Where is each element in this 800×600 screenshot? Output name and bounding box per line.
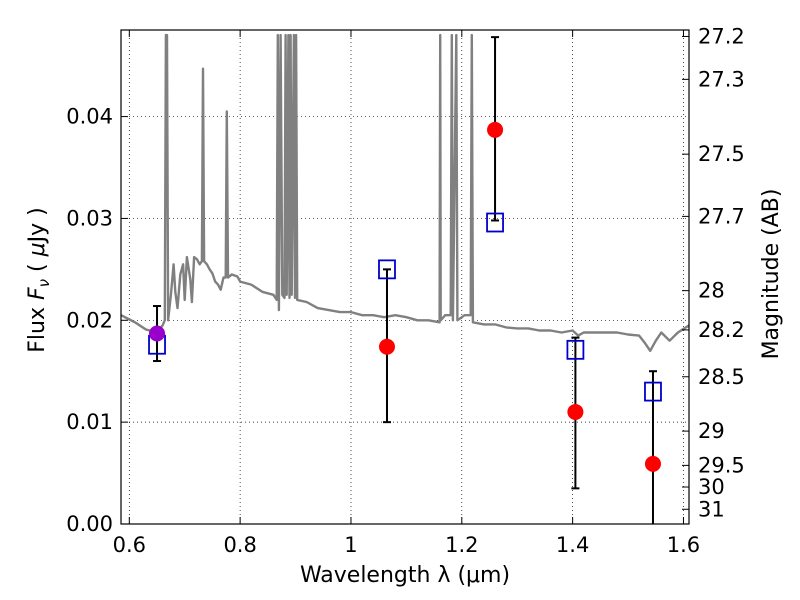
magnitude-tick-label: 27.3 — [698, 67, 745, 91]
observed-flux-point — [487, 121, 504, 138]
magnitude-tick-label: 27.2 — [698, 24, 745, 48]
magnitude-tick-label: 30 — [698, 475, 725, 499]
magnitude-tick-label: 27.5 — [698, 142, 745, 166]
x-tick-label: 1.4 — [556, 533, 589, 557]
magnitude-tick-label: 27.7 — [698, 204, 745, 228]
y-tick-label: 0.01 — [66, 410, 113, 434]
y-axis-title: Flux Fν ( μJy ) — [25, 207, 53, 352]
x-tick-label: 0.6 — [113, 533, 146, 557]
magnitude-tick-label: 29 — [698, 419, 725, 443]
observed-flux-point — [378, 338, 395, 355]
plot-frame — [120, 29, 690, 525]
y-axis-title-mu: μ — [25, 242, 50, 257]
magnitude-tick-label: 28.2 — [698, 318, 745, 342]
magnitude-tick-label: 28 — [698, 279, 725, 303]
observed-flux-point — [567, 403, 584, 420]
y-axis-title-prefix: Flux — [25, 300, 50, 353]
x-axis-title: Wavelength λ (μm) — [300, 563, 510, 588]
magnitude-axis-title: Magnitude (AB) — [759, 189, 784, 360]
magnitude-tick-label: 29.5 — [698, 453, 745, 477]
model-photometry-square — [644, 381, 662, 402]
magnitude-tick-label: 28.5 — [698, 365, 745, 389]
spectrum-line — [121, 33, 689, 352]
y-axis-title-symbol: F — [25, 287, 50, 300]
x-tick-label: 1 — [344, 533, 357, 557]
model-photometry-square — [378, 259, 396, 280]
x-tick-label: 1.2 — [445, 533, 478, 557]
y-axis-tick-labels: 0.00 0.01 0.02 0.03 0.04 — [66, 105, 113, 536]
gridlines — [121, 30, 689, 524]
observed-flux-point — [149, 325, 166, 342]
x-tick-label: 0.8 — [223, 533, 256, 557]
y-axis-title-open: ( — [25, 256, 50, 279]
magnitude-tick-label: 31 — [698, 497, 725, 521]
model-photometry-square — [486, 212, 504, 233]
y-tick-label: 0.02 — [66, 308, 113, 332]
x-tick-label: 1.6 — [667, 533, 700, 557]
y-axis-title-subscript: ν — [35, 279, 53, 287]
axis-ticks — [121, 30, 689, 525]
y-axis-title-unit: Jy ) — [25, 207, 50, 244]
data-markers — [148, 121, 662, 472]
spectrum-series — [121, 33, 689, 352]
y-tick-label: 0.04 — [66, 105, 113, 129]
x-axis-tick-labels: 0.6 0.8 1 1.2 1.4 1.6 — [113, 533, 701, 557]
y-tick-label: 0.00 — [66, 512, 113, 536]
observed-flux-point — [644, 455, 661, 472]
model-photometry-square — [566, 339, 585, 360]
spectrum-group — [121, 33, 689, 352]
y-tick-label: 0.03 — [66, 206, 113, 230]
